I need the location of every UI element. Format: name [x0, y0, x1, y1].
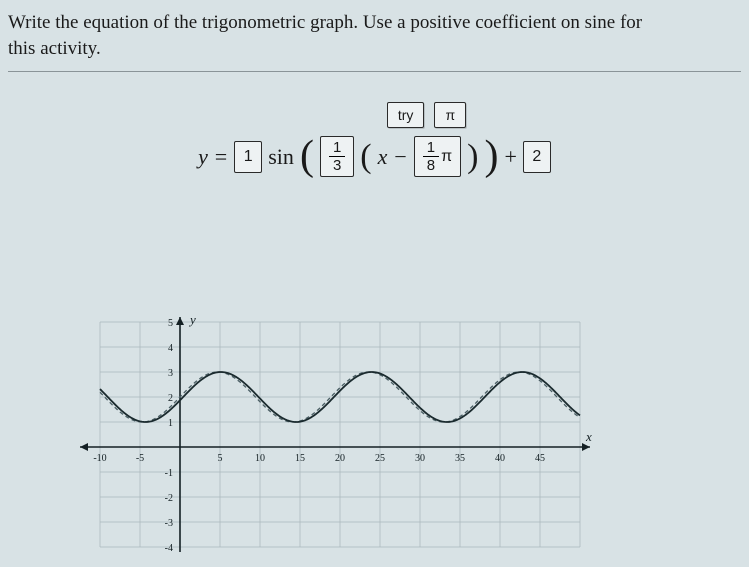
sin-func: sin	[268, 144, 294, 170]
svg-text:1: 1	[168, 418, 173, 429]
svg-text:35: 35	[455, 453, 465, 464]
svg-text:-5: -5	[136, 453, 144, 464]
svg-text:-10: -10	[93, 453, 106, 464]
prompt-line-1: Write the equation of the trigonometric …	[8, 12, 642, 33]
b-den: 3	[329, 157, 345, 173]
shift-input[interactable]: 1 8 π	[414, 136, 461, 177]
svg-text:x: x	[585, 429, 592, 444]
svg-text:-3: -3	[165, 518, 173, 529]
svg-text:-1: -1	[165, 468, 173, 479]
shift-pi: π	[441, 148, 452, 166]
equation-area: try π y = 1 sin ( 1 3 ( x − 1 8 π	[95, 102, 655, 177]
lparen-inner: (	[360, 143, 371, 170]
prompt-line-2: this activity.	[8, 38, 101, 59]
shift-num: 1	[423, 140, 439, 157]
b-num: 1	[329, 140, 345, 157]
lparen-outer: (	[300, 140, 314, 174]
svg-text:25: 25	[375, 453, 385, 464]
y-equals: y =	[198, 144, 228, 170]
rparen-inner: )	[467, 143, 478, 170]
svg-text:-2: -2	[165, 493, 173, 504]
shift-den: 8	[423, 157, 439, 173]
pi-button[interactable]: π	[434, 102, 466, 128]
svg-text:3: 3	[168, 368, 173, 379]
question-prompt: Write the equation of the trigonometric …	[8, 10, 741, 61]
svg-text:y: y	[188, 312, 196, 327]
svg-text:5: 5	[218, 453, 223, 464]
exercise-page: { "prompt": { "line1": "Write the equati…	[0, 0, 749, 567]
svg-text:10: 10	[255, 453, 265, 464]
svg-text:45: 45	[535, 453, 545, 464]
svg-text:20: 20	[335, 453, 345, 464]
try-button[interactable]: try	[387, 102, 425, 128]
svg-text:4: 4	[168, 343, 173, 354]
equation-toolbar: try π	[387, 102, 472, 128]
svg-text:15: 15	[295, 453, 305, 464]
plus-sign: +	[504, 144, 516, 170]
d-input[interactable]: 2	[523, 141, 551, 173]
svg-text:5: 5	[168, 318, 173, 329]
x-minus: x −	[378, 144, 408, 170]
b-fraction: 1 3	[329, 140, 345, 173]
equation-display: y = 1 sin ( 1 3 ( x − 1 8 π ) ) +	[95, 136, 655, 177]
divider	[8, 71, 741, 72]
svg-text:30: 30	[415, 453, 425, 464]
amplitude-input[interactable]: 1	[234, 141, 262, 173]
rparen-outer: )	[484, 140, 498, 174]
b-input[interactable]: 1 3	[320, 136, 354, 177]
trig-chart: yx-10-551015202530354045-4-3-2-112345	[40, 312, 600, 567]
shift-fraction: 1 8	[423, 140, 439, 173]
svg-text:-4: -4	[165, 543, 173, 554]
chart-container: yx-10-551015202530354045-4-3-2-112345	[40, 312, 600, 567]
svg-text:40: 40	[495, 453, 505, 464]
svg-text:2: 2	[168, 393, 173, 404]
